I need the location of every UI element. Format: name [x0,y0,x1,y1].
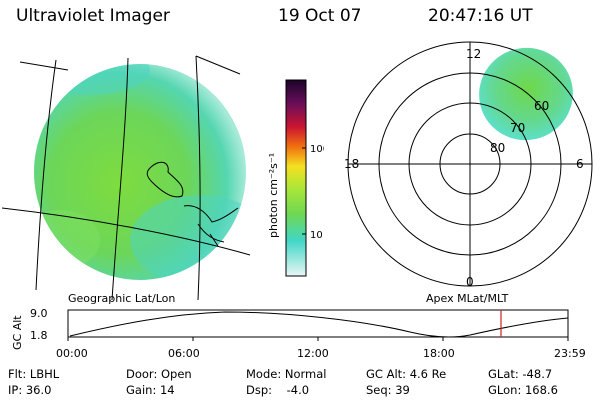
info-dsp: Dsp: -4.0 [246,383,310,397]
mlt-label-0: 0 [466,275,474,289]
info-glon: GLon: 168.6 [488,383,558,397]
altitude-ytick-1-8: 1.8 [30,329,48,342]
xtick-1200: 12:00 [297,347,329,360]
info-gcalt: GC Alt: 4.6 Re [366,367,447,381]
info-mode: Mode: Normal [246,367,327,381]
mlt-label-12: 12 [466,47,481,61]
xtick-0000: 00:00 [56,347,88,360]
altitude-ytick-9: 9.0 [30,307,48,320]
info-flt: Flt: LBHL [8,367,60,381]
polar-auroral-image [479,47,573,141]
info-glat: GLat: -48.7 [488,367,553,381]
colorbar-label: photon cm⁻²s⁻¹ [267,153,280,238]
xtick-2359: 23:59 [554,347,586,360]
polar-plot: 12 18 6 0 60 70 80 [344,41,593,289]
info-seq: Seq: 39 [366,383,410,397]
geographic-image [1,55,251,300]
lat-label-60: 60 [534,99,549,113]
altitude-ylabel: GC Alt [11,315,24,350]
info-door: Door: Open [126,367,192,381]
polar-grid [347,41,593,287]
xtick-1800: 18:00 [423,347,455,360]
lat-label-70: 70 [510,121,525,135]
lat-label-80: 80 [490,141,505,155]
apex-label: Apex MLat/MLT [426,292,509,305]
time-label: 20:47:16 UT [428,6,533,26]
coastline-outline [146,161,239,247]
colorbar-tick-10: 10 [310,230,323,241]
colorbar: 100 10 photon cm⁻²s⁻¹ [267,79,324,277]
altitude-curve [69,311,569,338]
colorbar-gradient [285,79,307,277]
geo-grid-lines [1,55,251,300]
altitude-plot: GC Alt 9.0 1.8 00:00 06:00 12:00 18:00 2… [11,307,586,360]
altitude-frame [67,309,569,338]
instrument-title: Ultraviolet Imager [16,6,170,26]
mlt-label-6: 6 [576,157,584,171]
info-ip: IP: 36.0 [8,383,52,397]
geographic-label: Geographic Lat/Lon [68,292,176,305]
info-gain: Gain: 14 [126,383,175,397]
xtick-0600: 06:00 [168,347,200,360]
colorbar-tick-100: 100 [310,144,324,155]
mlt-label-18: 18 [344,157,359,171]
date-label: 19 Oct 07 [278,6,362,26]
